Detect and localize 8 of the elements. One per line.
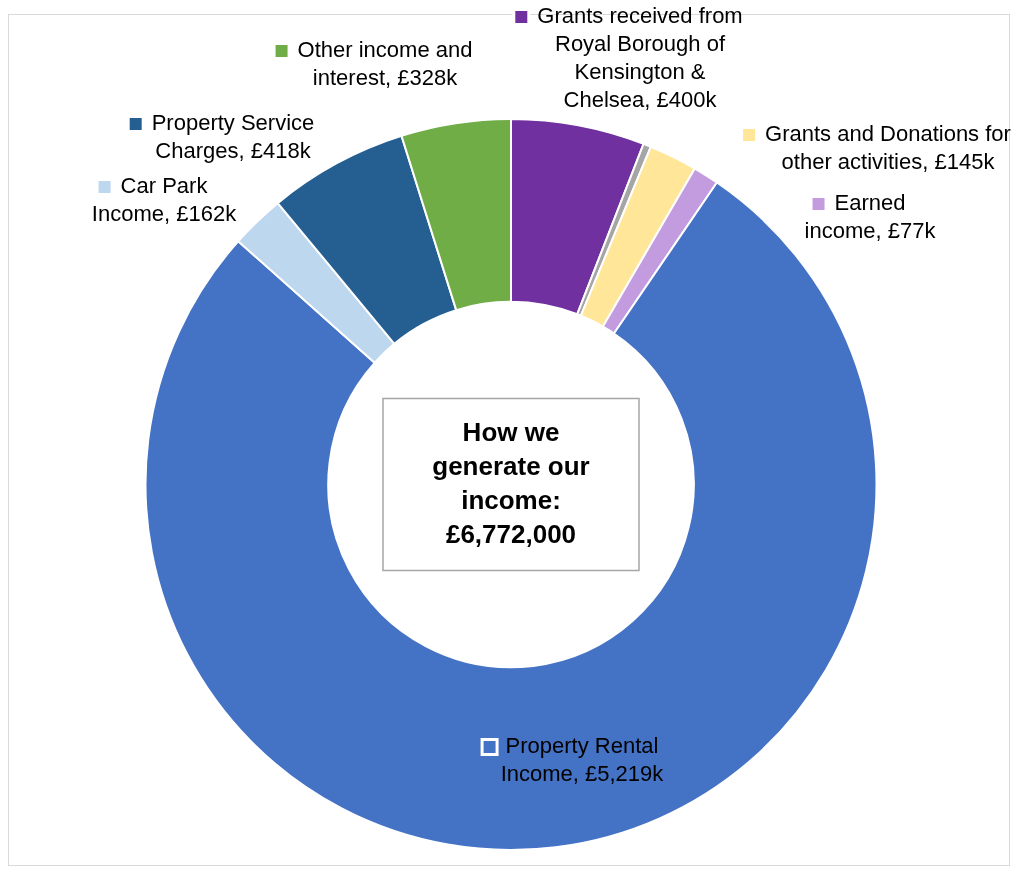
legend-label: Property Rental Income, £5,219k [500, 733, 665, 787]
legend-label: Earned income, £77k [804, 190, 937, 244]
legend-label: Grants and Donations for other activities, £145k [765, 121, 1011, 175]
text: How we generate our income: £6,772,000 [432, 416, 590, 549]
legend-label: Car Park Income, £162k [91, 173, 238, 227]
legend-label: Other income and interest, £328k [297, 37, 473, 91]
legend-label: Grants received from Royal Borough of Kensington & Chelsea, £400k [537, 3, 743, 113]
legend-label: Property Service Charges, £418k [151, 110, 315, 164]
